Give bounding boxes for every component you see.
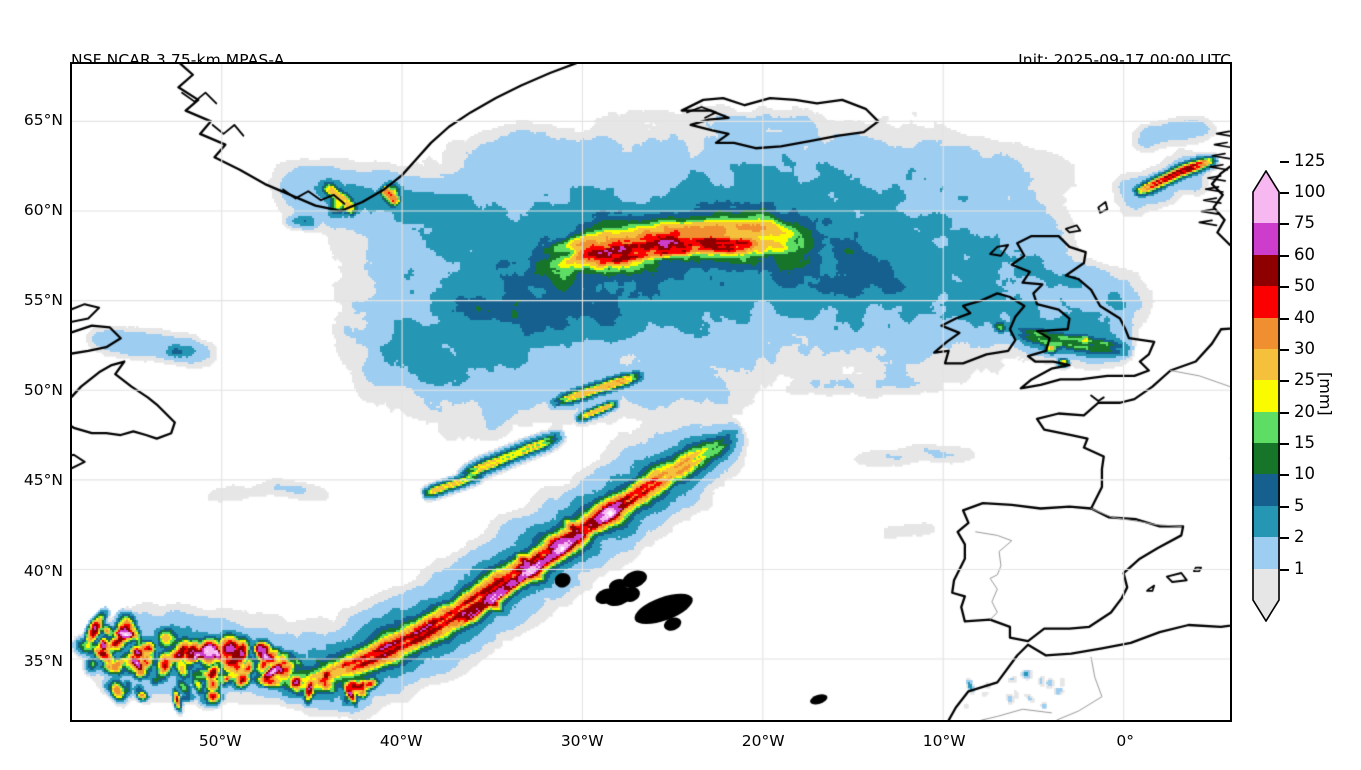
colorbar-tick: [1280, 443, 1289, 446]
latitude-tick-label: 60°N: [23, 200, 63, 219]
colorbar-tick: [1280, 223, 1289, 226]
map-canvas-wrap: [72, 64, 1230, 720]
colorbar-tick-label: 100: [1294, 182, 1326, 201]
colorbar-tick: [1280, 286, 1289, 289]
longitude-tick-label: 50°W: [198, 732, 242, 750]
colorbar-band: [1252, 222, 1280, 255]
colorbar-under-arrow: [1252, 600, 1280, 622]
latitude-tick-label: 35°N: [23, 651, 63, 670]
longitude-tick-label: 20°W: [741, 732, 785, 750]
latitude-tick-label: 45°N: [23, 471, 63, 490]
colorbar-tick: [1280, 411, 1289, 414]
latitude-tick-label: 55°N: [23, 291, 63, 310]
colorbar-tick-label: 30: [1294, 338, 1315, 358]
colorbar-tick-label: 15: [1294, 433, 1315, 453]
colorbar-tick-label: 75: [1294, 213, 1315, 233]
colorbar-band: [1252, 442, 1280, 475]
latitude-tick-label: 50°N: [23, 381, 63, 400]
colorbar-tick: [1280, 537, 1289, 540]
colorbar-tick: [1280, 505, 1289, 508]
longitude-tick-label: 10°W: [922, 732, 966, 750]
colorbar-tick-label: 125: [1294, 150, 1326, 170]
colorbar-tick: [1280, 568, 1289, 571]
colorbar-tick-label: 10: [1294, 464, 1315, 484]
latitude-tick-label: 40°N: [23, 561, 63, 580]
colorbar-over-arrow: [1252, 170, 1280, 192]
colorbar-bands: [1252, 191, 1280, 600]
colorbar-tick-label: 60: [1294, 244, 1315, 264]
colorbar-unit-label: [mm]: [1316, 372, 1335, 416]
colorbar-tick-label: 40: [1294, 307, 1315, 327]
precipitation-map-canvas: [72, 64, 1230, 720]
colorbar-tick: [1280, 192, 1289, 194]
colorbar-tick-label: 25: [1294, 370, 1315, 390]
colorbar-tick: [1280, 254, 1289, 257]
colorbar-band: [1252, 285, 1280, 318]
colorbar-band: [1252, 505, 1280, 538]
colorbar-tick-label: 20: [1294, 401, 1315, 421]
longitude-tick-label: 30°W: [560, 732, 604, 750]
colorbar-band: [1252, 254, 1280, 287]
colorbar-band: [1252, 568, 1280, 600]
colorbar-tick: [1280, 474, 1289, 477]
colorbar: 1 2 5 10 15 20 25 30 40 50 60 75 100 125: [1252, 152, 1326, 622]
colorbar-tick-label: 50: [1294, 276, 1315, 296]
longitude-tick-label: 40°W: [379, 732, 423, 750]
colorbar-band: [1252, 317, 1280, 349]
colorbar-tick: [1280, 160, 1289, 163]
colorbar-band: [1252, 191, 1280, 224]
colorbar-band: [1252, 536, 1280, 569]
colorbar-band: [1252, 473, 1280, 506]
colorbar-tick: [1280, 380, 1289, 383]
latitude-tick-label: 65°N: [23, 110, 63, 129]
colorbar-tick: [1280, 317, 1289, 320]
colorbar-band: [1252, 411, 1280, 444]
colorbar-band: [1252, 379, 1280, 412]
colorbar-tick: [1280, 348, 1289, 351]
colorbar-tick-label: 2: [1294, 527, 1305, 547]
longitude-tick-label: 0°: [1116, 732, 1135, 750]
colorbar-tick-label: 1: [1294, 558, 1305, 578]
colorbar-tick-label: 5: [1294, 495, 1305, 515]
colorbar-band: [1252, 348, 1280, 381]
map-plot-area: [70, 62, 1232, 722]
